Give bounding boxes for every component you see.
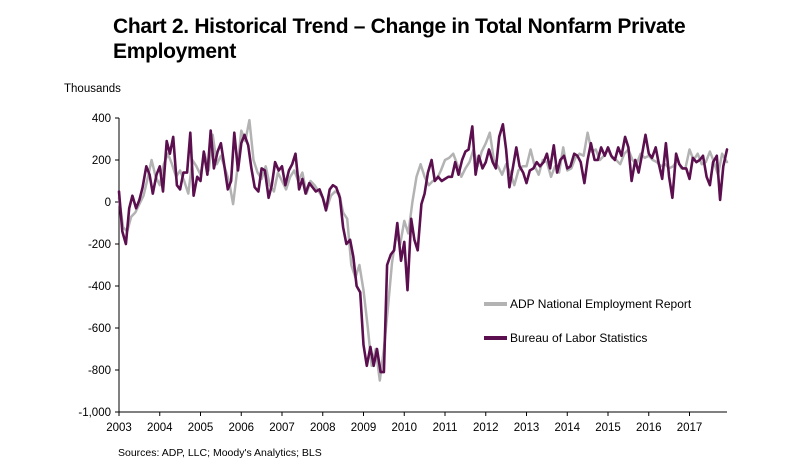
tick-labels: 400 200 0 -200 -400 -600 -800 -1,000 2003 2004 200… <box>78 113 702 434</box>
chart-title-line2: Employment <box>113 40 237 63</box>
x-tick-label: 2014 <box>554 422 580 434</box>
y-tick-label: -400 <box>88 281 111 293</box>
y-tick-label: -600 <box>88 323 111 335</box>
x-tick-label: 2006 <box>228 422 254 434</box>
y-tick-label: -1,000 <box>78 407 111 419</box>
y-tick-label: -200 <box>88 239 111 251</box>
source-note: Sources: ADP, LLC; Moody's Analytics; BL… <box>118 447 322 459</box>
legend-label-adp: ADP National Employment Report <box>510 297 692 311</box>
chart-title-line1: Chart 2. Historical Trend – Change in To… <box>113 15 686 38</box>
series-line-bls <box>117 123 729 374</box>
legend-label-bls: Bureau of Labor Statistics <box>510 331 647 345</box>
x-tick-label: 2012 <box>473 422 499 434</box>
legend-box <box>474 289 728 359</box>
series-lines <box>117 118 729 382</box>
x-tick-label: 2005 <box>188 422 214 434</box>
y-tick-label: -800 <box>88 365 111 377</box>
axes <box>115 117 727 416</box>
x-tick-label: 2007 <box>269 422 295 434</box>
chart-title: Chart 2. Historical Trend – Change in To… <box>113 14 773 64</box>
y-tick-label: 0 <box>105 197 111 209</box>
series-line-adp <box>117 118 729 382</box>
x-tick-label: 2004 <box>147 422 173 434</box>
x-tick-label: 2017 <box>677 422 703 434</box>
x-tick-label: 2009 <box>351 422 377 434</box>
x-tick-label: 2008 <box>310 422 336 434</box>
x-tick-label: 2011 <box>433 422 458 434</box>
legend: ADP National Employment Report Bureau of… <box>474 289 728 359</box>
x-tick-label: 2003 <box>106 422 132 434</box>
x-tick-label: 2015 <box>595 422 621 434</box>
y-axis-units-label: Thousands <box>64 83 121 95</box>
y-tick-label: 400 <box>92 113 111 125</box>
x-tick-label: 2010 <box>391 422 417 434</box>
y-tick-label: 200 <box>92 155 111 167</box>
x-tick-label: 2016 <box>636 422 662 434</box>
x-tick-label: 2013 <box>514 422 540 434</box>
